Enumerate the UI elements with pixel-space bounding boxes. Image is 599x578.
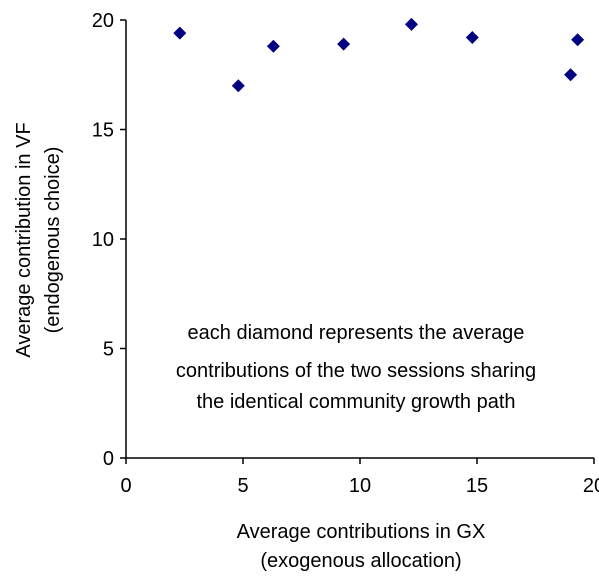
y-tick-label: 5 xyxy=(103,339,114,361)
annotation-line-2: contributions of the two sessions sharin… xyxy=(176,360,536,382)
data-point-diamond xyxy=(404,17,418,31)
data-point-diamond xyxy=(564,68,578,82)
annotation-line-3: the identical community growth path xyxy=(196,391,515,413)
x-axis-title-line-2: (exogenous allocation) xyxy=(260,550,461,572)
data-point-diamond xyxy=(571,33,585,47)
data-point-diamond xyxy=(231,79,245,93)
y-tick-label: 10 xyxy=(92,229,114,251)
y-tick-label: 20 xyxy=(92,10,114,32)
x-tick-label: 10 xyxy=(349,475,371,497)
data-point-diamond xyxy=(173,26,187,40)
y-ticks: 0 5 10 15 20 xyxy=(92,10,126,470)
x-axis-title-line-1: Average contributions in GX xyxy=(237,521,486,543)
x-tick-label: 5 xyxy=(237,475,248,497)
y-axis-title-line-2: (endogenous choice) xyxy=(42,147,64,334)
data-point-diamond xyxy=(266,39,280,53)
y-tick-label: 15 xyxy=(92,120,114,142)
y-axis-title-line-1: Average contribution in VF xyxy=(13,122,35,357)
x-ticks: 0 5 10 15 20 xyxy=(120,458,599,497)
x-tick-label: 0 xyxy=(120,475,131,497)
data-points xyxy=(173,17,585,93)
data-point-diamond xyxy=(337,37,351,51)
x-tick-label: 20 xyxy=(583,475,599,497)
data-point-diamond xyxy=(465,31,479,45)
x-tick-label: 15 xyxy=(466,475,488,497)
annotation-line-1: each diamond represents the average xyxy=(188,322,525,344)
y-tick-label: 0 xyxy=(103,448,114,470)
